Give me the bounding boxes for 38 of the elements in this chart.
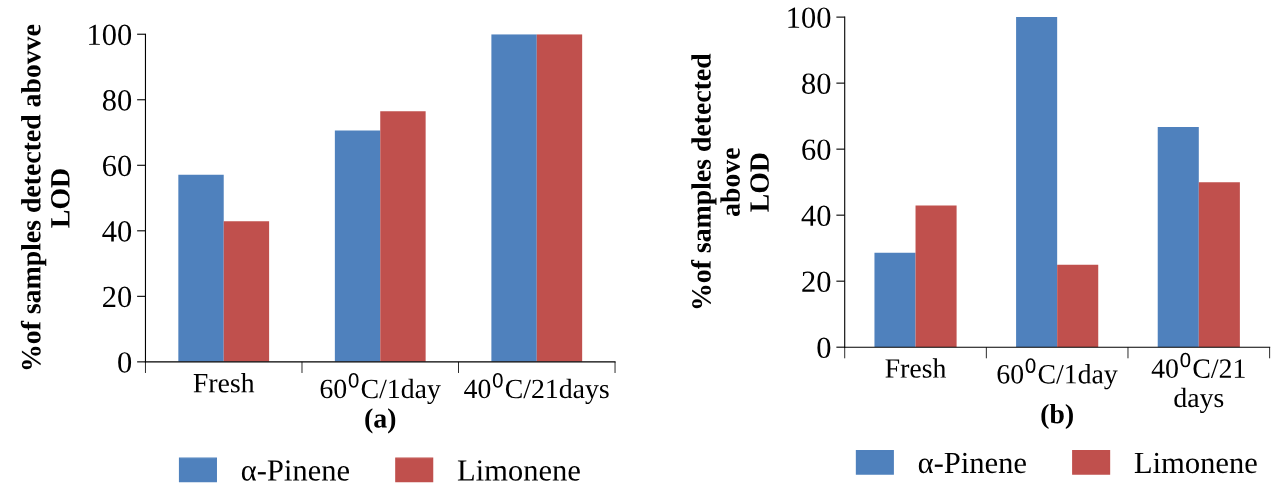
y-axis-title: %of samples detected abovve LOD (20, 24, 70, 370)
y-tick-label: 20 (103, 286, 132, 308)
bar (1016, 17, 1058, 348)
bar (178, 174, 224, 362)
bar (1057, 264, 1099, 348)
legend-label: Limonene (1134, 452, 1257, 474)
y-tick-label: 100 (89, 24, 132, 46)
y-tick-label: 20 (802, 271, 831, 293)
x-tick-label: 40$^{0}$C/21days (464, 372, 609, 405)
x-tick-label: Fresh (193, 372, 255, 393)
y-tick-label: 100 (788, 7, 831, 29)
x-tick-label: 60$^{0}$C/1day (997, 358, 1118, 390)
bar (380, 111, 426, 362)
y-tick-label: 60 (103, 155, 132, 177)
y-axis-title: %of samples detected above LOD (691, 53, 769, 309)
bar (491, 34, 537, 362)
y-tick-label: 40 (801, 205, 831, 227)
bar (915, 205, 957, 348)
bar (536, 34, 583, 362)
y-tick-label: 40 (102, 221, 132, 242)
bar (1198, 182, 1240, 348)
legend-label: α-Pinene (918, 452, 1026, 474)
legend-label: α-Pinene (241, 460, 350, 481)
y-tick-label: 0 (118, 352, 132, 373)
bar (223, 221, 270, 362)
bar (874, 252, 916, 348)
text: (a) (365, 408, 396, 434)
y-tick-label: 80 (802, 73, 831, 95)
x-tick-label: Fresh (885, 358, 947, 378)
y-tick-label: 0 (817, 337, 831, 359)
bar (334, 130, 381, 362)
y-tick-label: 80 (102, 90, 132, 111)
x-tick-label: 60$^{0}$C/1day (320, 372, 441, 405)
x-tick-label: 40$^{0}$C/21 days (1151, 352, 1245, 413)
y-tick-label: 60 (802, 139, 831, 161)
bar (1157, 127, 1199, 348)
legend-label: Limonene (457, 460, 580, 481)
text: (b) (1041, 403, 1073, 430)
